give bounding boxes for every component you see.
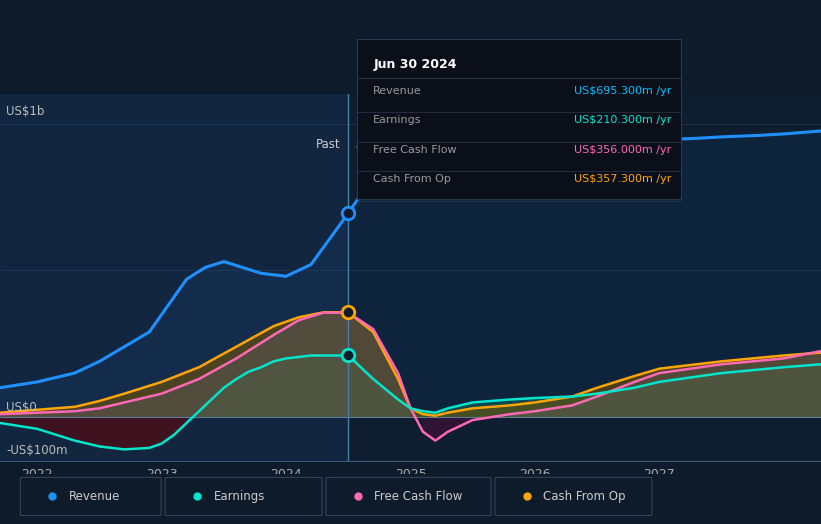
Text: US$1b: US$1b — [7, 105, 44, 118]
Text: Earnings: Earnings — [213, 490, 264, 503]
Text: Analysts Forecasts: Analysts Forecasts — [355, 138, 466, 151]
Text: Earnings: Earnings — [374, 115, 422, 125]
Text: Revenue: Revenue — [69, 490, 120, 503]
Text: Revenue: Revenue — [374, 85, 422, 96]
Text: Jun 30 2024: Jun 30 2024 — [374, 59, 456, 71]
Text: US$356.000m /yr: US$356.000m /yr — [575, 145, 672, 155]
Text: Cash From Op: Cash From Op — [544, 490, 626, 503]
Bar — [0, 94, 348, 461]
Text: Free Cash Flow: Free Cash Flow — [374, 490, 463, 503]
Text: Cash From Op: Cash From Op — [374, 174, 452, 184]
Text: US$357.300m /yr: US$357.300m /yr — [575, 174, 672, 184]
Text: US$210.300m /yr: US$210.300m /yr — [575, 115, 672, 125]
Text: US$695.300m /yr: US$695.300m /yr — [575, 85, 672, 96]
Bar — [348, 94, 821, 461]
Text: Past: Past — [316, 138, 341, 151]
Text: US$0: US$0 — [7, 400, 37, 413]
Text: Free Cash Flow: Free Cash Flow — [374, 145, 457, 155]
Text: -US$100m: -US$100m — [7, 444, 67, 457]
